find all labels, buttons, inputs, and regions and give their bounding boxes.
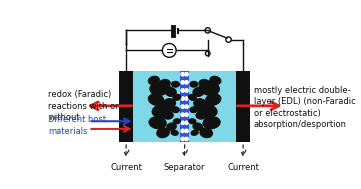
Circle shape — [185, 129, 188, 132]
Circle shape — [181, 81, 184, 84]
Bar — [180, 71, 189, 142]
Ellipse shape — [192, 122, 203, 131]
Text: mostly electric double-
layer (EDL) (non-Faradic
or electrostatic)
absorption/de: mostly electric double- layer (EDL) (non… — [254, 86, 356, 129]
Ellipse shape — [156, 127, 170, 138]
Ellipse shape — [188, 118, 196, 124]
Ellipse shape — [199, 127, 213, 138]
Bar — [133, 71, 236, 142]
Circle shape — [185, 73, 188, 76]
Ellipse shape — [148, 116, 167, 129]
Circle shape — [181, 105, 184, 108]
Ellipse shape — [199, 79, 209, 87]
Ellipse shape — [160, 79, 171, 87]
Text: Different host
materials: Different host materials — [48, 115, 106, 136]
Circle shape — [185, 137, 188, 141]
Circle shape — [185, 113, 188, 116]
Ellipse shape — [198, 104, 218, 118]
Ellipse shape — [199, 80, 220, 96]
Ellipse shape — [149, 80, 171, 96]
Ellipse shape — [171, 81, 180, 88]
Ellipse shape — [173, 118, 181, 124]
Bar — [236, 71, 250, 142]
Ellipse shape — [162, 98, 176, 109]
Ellipse shape — [188, 94, 197, 101]
Ellipse shape — [209, 76, 222, 85]
Ellipse shape — [191, 130, 199, 136]
Circle shape — [181, 97, 184, 100]
Text: Current: Current — [110, 163, 142, 172]
Text: Separator: Separator — [164, 163, 205, 172]
Ellipse shape — [205, 93, 221, 106]
Ellipse shape — [193, 98, 207, 109]
Bar — [119, 71, 133, 142]
Ellipse shape — [203, 116, 221, 129]
Ellipse shape — [171, 106, 180, 113]
Ellipse shape — [189, 81, 199, 88]
Ellipse shape — [148, 76, 160, 85]
Text: Current: Current — [227, 163, 259, 172]
Ellipse shape — [172, 94, 182, 101]
Circle shape — [181, 129, 184, 132]
Circle shape — [181, 89, 184, 92]
Ellipse shape — [170, 130, 179, 136]
Circle shape — [185, 121, 188, 125]
Text: redox (Faradic)
reactions with or
without: redox (Faradic) reactions with or withou… — [48, 91, 119, 122]
Circle shape — [185, 97, 188, 100]
Ellipse shape — [148, 93, 165, 106]
Circle shape — [181, 121, 184, 125]
Circle shape — [181, 137, 184, 141]
Ellipse shape — [195, 110, 208, 120]
Ellipse shape — [166, 122, 177, 131]
Circle shape — [185, 89, 188, 92]
Ellipse shape — [189, 106, 199, 113]
Ellipse shape — [152, 104, 171, 118]
Circle shape — [185, 105, 188, 108]
Ellipse shape — [161, 110, 174, 120]
Ellipse shape — [192, 87, 205, 97]
Circle shape — [181, 73, 184, 76]
Circle shape — [185, 81, 188, 84]
Circle shape — [181, 113, 184, 116]
Ellipse shape — [165, 87, 177, 97]
